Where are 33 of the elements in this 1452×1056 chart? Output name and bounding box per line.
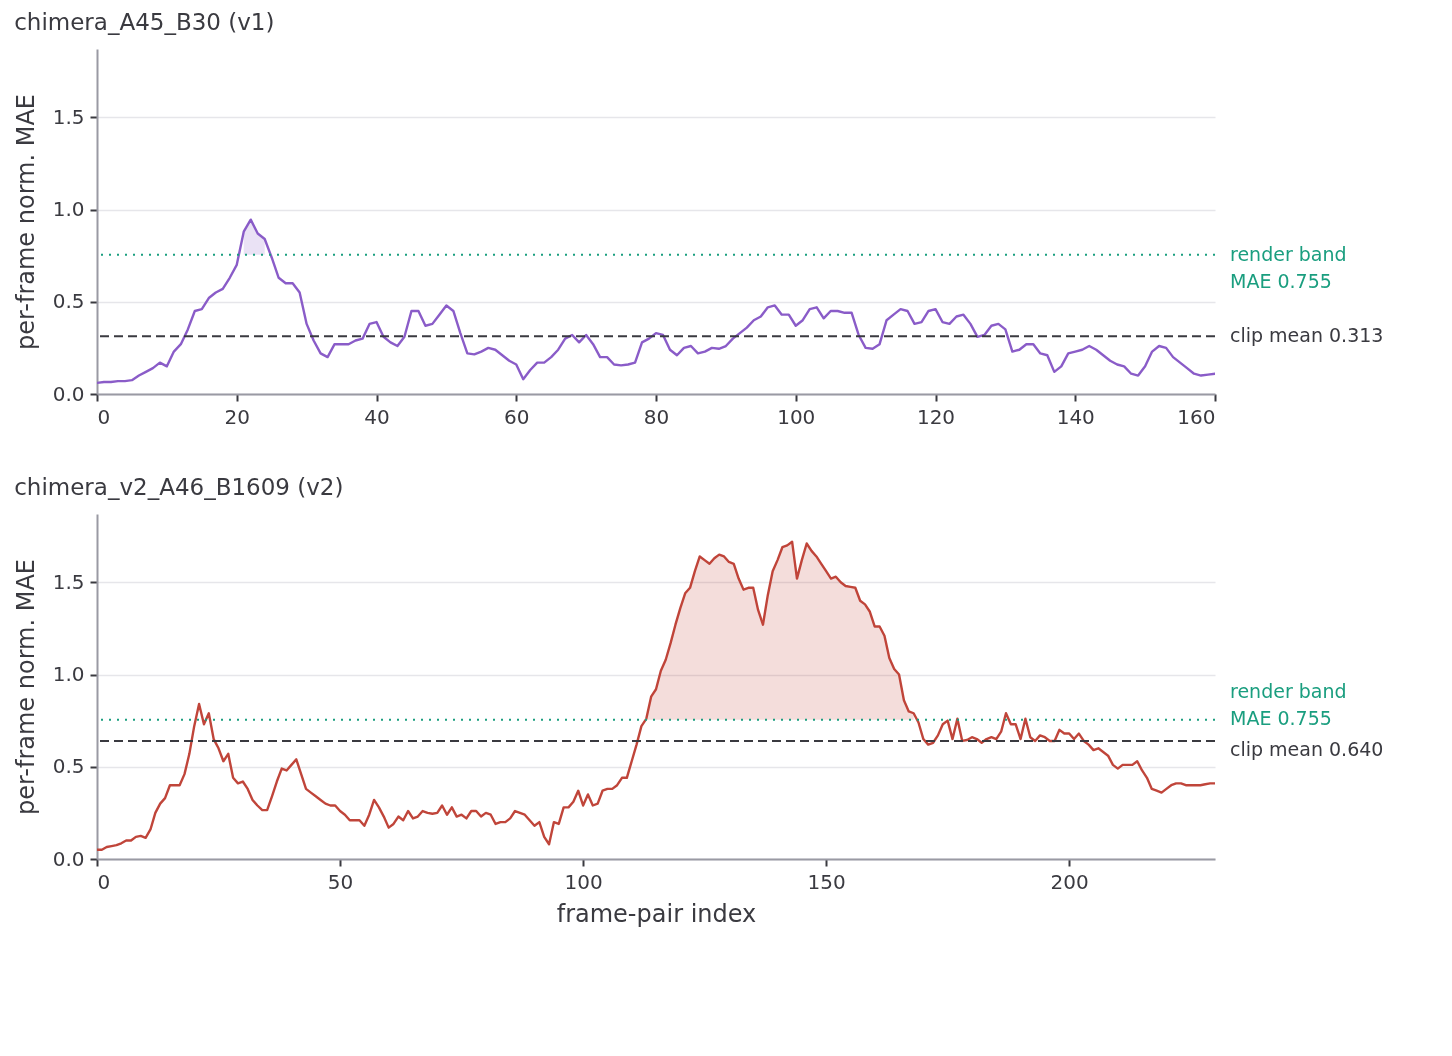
line-series (97, 218, 1215, 385)
chart-title: chimera_A45_B30 (v1) (14, 9, 275, 35)
x-tick-label: 40 (364, 404, 390, 429)
y-axis-title: per-frame norm. MAE (11, 93, 40, 351)
x-axis-title: frame-pair index (556, 899, 757, 928)
y-axis-title: per-frame norm. MAE (11, 558, 40, 816)
y-tick-label: 1.5 (52, 569, 85, 594)
x-tick-label: 60 (504, 404, 530, 429)
x-tick-label: 20 (224, 404, 250, 429)
x-tick-label: 150 (807, 869, 846, 894)
y-tick-label: 0.0 (52, 381, 85, 406)
x-tick-label: 80 (643, 404, 670, 429)
y-tick-label: 0.5 (52, 289, 85, 314)
ref-line-label: clip mean 0.313 (1230, 324, 1384, 347)
ref-line-label: clip mean 0.640 (1230, 738, 1384, 761)
ref-line-label: render band MAE 0.755 (1230, 242, 1347, 292)
ref-line-label: render band MAE 0.755 (1230, 679, 1347, 729)
x-tick-label: 120 (916, 404, 956, 429)
x-tick-label: 160 (1177, 404, 1216, 429)
x-tick-label: 50 (327, 869, 354, 894)
x-tick-label: 140 (1056, 404, 1095, 429)
y-tick-label: 0.0 (52, 846, 85, 871)
x-tick-label: 200 (1050, 869, 1089, 894)
x-tick-label: 100 (777, 404, 816, 429)
x-tick-label: 0 (97, 869, 111, 894)
y-tick-label: 1.5 (52, 104, 85, 129)
chart-title: chimera_v2_A46_B1609 (v2) (14, 474, 344, 500)
x-tick-label: 100 (564, 869, 603, 894)
y-tick-label: 0.5 (52, 754, 85, 779)
y-tick-label: 1.0 (52, 662, 85, 687)
y-tick-label: 1.0 (52, 197, 85, 222)
line-series (97, 540, 1215, 851)
x-tick-label: 0 (97, 404, 111, 429)
